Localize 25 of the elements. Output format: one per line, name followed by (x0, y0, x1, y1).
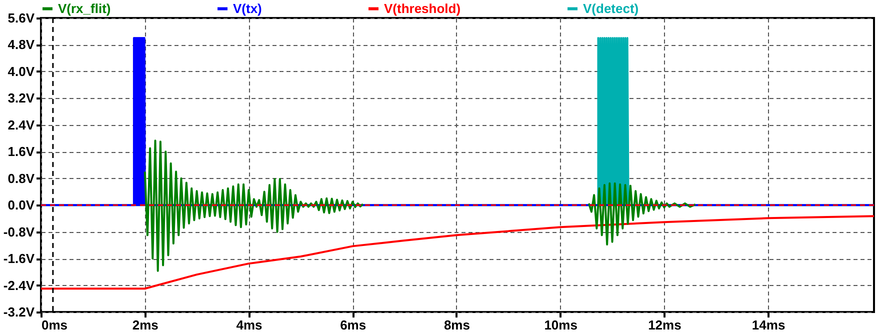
y-tick-label: -1.6V (3, 251, 35, 266)
y-tick-label: -0.8V (3, 224, 35, 240)
x-tick-label: 12ms (648, 318, 682, 332)
y-tick-label: 4.0V (8, 64, 35, 79)
text: V(rx_flit) (58, 0, 111, 16)
x-tick-label: 8ms (444, 318, 470, 332)
y-tick-label: -2.4V (3, 278, 35, 293)
x-tick-label: 10ms (544, 318, 578, 332)
x-tick-label: 6ms (340, 318, 366, 332)
y-tick-label: 0.8V (8, 170, 35, 186)
line-series (41, 215, 874, 290)
legend-label: V(tx) (233, 0, 262, 16)
legend-label: V(detect) (583, 0, 639, 16)
y-tick-label: 2.4V (8, 117, 35, 132)
y-tick-label: 0.0V (8, 198, 35, 213)
y-tick-label: 5.6V (8, 10, 35, 26)
x-tick-label: 14ms (752, 318, 786, 332)
x-tick-label: 0ms (42, 318, 68, 332)
x-tick-label: 4ms (236, 318, 262, 332)
y-tick-label: 4.8V (8, 37, 35, 52)
y-tick-label: 1.6V (8, 144, 35, 160)
x-tick-label: 2ms (132, 318, 158, 332)
legend-label: V(threshold) (384, 0, 461, 16)
y-tick-label: -3.2V (3, 304, 35, 320)
y-tick-label: 3.2V (8, 90, 35, 106)
